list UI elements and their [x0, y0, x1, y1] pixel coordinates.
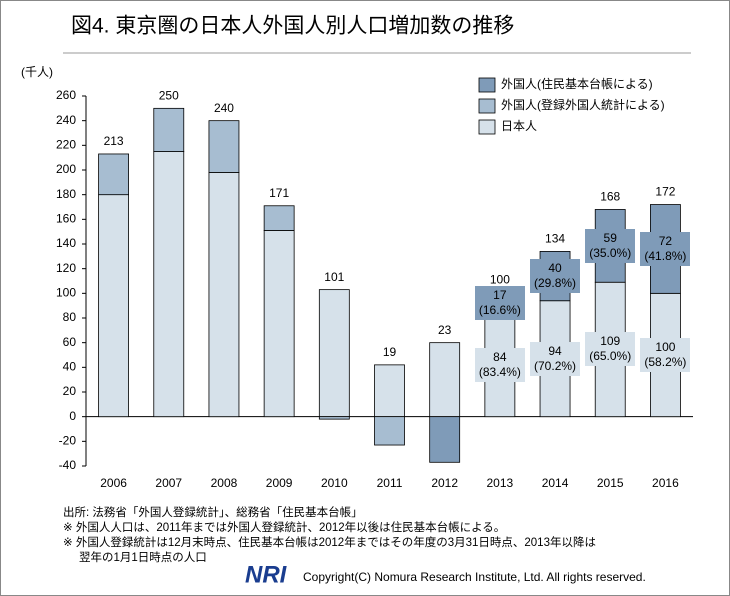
bar-segment	[263, 205, 295, 231]
x-tick-label: 2013	[487, 476, 514, 490]
legend-label: 日本人	[501, 119, 537, 133]
y-tick-label: 120	[56, 261, 76, 275]
total-label: 19	[383, 345, 397, 359]
value-label: 100 (58.2%)	[640, 338, 691, 372]
bar-segment	[429, 342, 461, 418]
bar-segment	[318, 416, 350, 420]
total-label: 100	[490, 272, 510, 286]
bar-segment	[318, 289, 350, 418]
total-label: 101	[324, 270, 344, 284]
bar-segment	[208, 172, 240, 418]
x-tick-label: 2011	[377, 476, 403, 490]
y-tick-label: -20	[59, 434, 77, 448]
x-tick-label: 2008	[211, 476, 238, 490]
value-label: 40 (29.8%)	[530, 259, 581, 294]
x-tick-label: 2016	[652, 476, 679, 490]
bar-segment	[429, 416, 461, 463]
y-tick-label: 220	[56, 138, 76, 152]
x-tick-label: 2007	[155, 476, 182, 490]
legend-swatch	[478, 119, 496, 135]
value-label: 17 (16.6%)	[474, 285, 525, 320]
y-tick-label: 80	[63, 310, 77, 324]
y-tick-label: 0	[69, 409, 76, 423]
y-tick-label: 160	[56, 212, 76, 226]
total-label: 213	[104, 134, 124, 148]
bar-segment	[98, 194, 129, 418]
x-tick-label: 2014	[542, 476, 569, 490]
bar-segment	[153, 107, 185, 152]
x-tick-label: 2010	[321, 476, 348, 490]
bar-segment	[153, 151, 185, 418]
note: ※ 外国人人口は、2011年までは外国人登録統計、2012年以後は住民基本台帳に…	[63, 522, 506, 534]
total-label: 23	[438, 323, 452, 337]
copyright: Copyright(C) Nomura Research Institute, …	[303, 570, 646, 584]
value-label: 109 (65.0%)	[585, 332, 636, 367]
x-tick-label: 2015	[597, 476, 624, 490]
value-label: 94 (70.2%)	[530, 341, 581, 376]
bar-segment	[208, 120, 240, 173]
note: ※ 外国人登録統計は12月末時点、住民基本台帳は2012年まではその年度の3月3…	[63, 537, 596, 549]
legend-swatch	[478, 98, 496, 114]
y-tick-label: 100	[56, 286, 76, 300]
y-tick-label: 180	[56, 187, 76, 201]
y-tick-label: 240	[56, 113, 76, 127]
bar-segment	[374, 364, 405, 418]
legend-swatch	[478, 77, 496, 93]
total-label: 172	[655, 185, 675, 199]
total-label: 250	[159, 89, 179, 103]
value-label: 59 (35.0%)	[585, 228, 636, 263]
note: 出所: 法務省「外国人登録統計」、総務省「住民基本台帳」	[63, 507, 363, 519]
title: 図4. 東京圏の日本人外国人別人口増加数の推移	[71, 15, 514, 38]
bar-segment	[98, 153, 129, 196]
y-axis-label: (千人)	[21, 65, 53, 79]
total-label: 168	[600, 190, 620, 204]
logo: NRI	[245, 561, 288, 588]
y-tick-label: 260	[56, 88, 76, 102]
x-tick-label: 2006	[100, 476, 127, 490]
y-tick-label: -40	[59, 458, 77, 472]
y-tick-label: 140	[56, 236, 76, 250]
value-label: 84 (83.4%)	[474, 347, 525, 382]
total-label: 171	[269, 186, 289, 200]
bar-segment	[374, 416, 405, 446]
y-tick-label: 200	[56, 162, 76, 176]
y-tick-label: 20	[63, 384, 77, 398]
x-tick-label: 2012	[431, 476, 458, 490]
y-tick-label: 60	[63, 335, 77, 349]
legend-label: 外国人(住民基本台帳による)	[501, 76, 653, 91]
legend-label: 外国人(登録外国人統計による)	[501, 97, 665, 112]
value-label: 72 (41.8%)	[640, 231, 691, 266]
bar-segment	[263, 230, 295, 418]
total-label: 240	[214, 101, 234, 115]
x-tick-label: 2009	[266, 476, 293, 490]
total-label: 134	[545, 232, 565, 246]
y-tick-label: 40	[63, 360, 77, 374]
note: 翌年の1月1日時点の人口	[79, 552, 207, 564]
